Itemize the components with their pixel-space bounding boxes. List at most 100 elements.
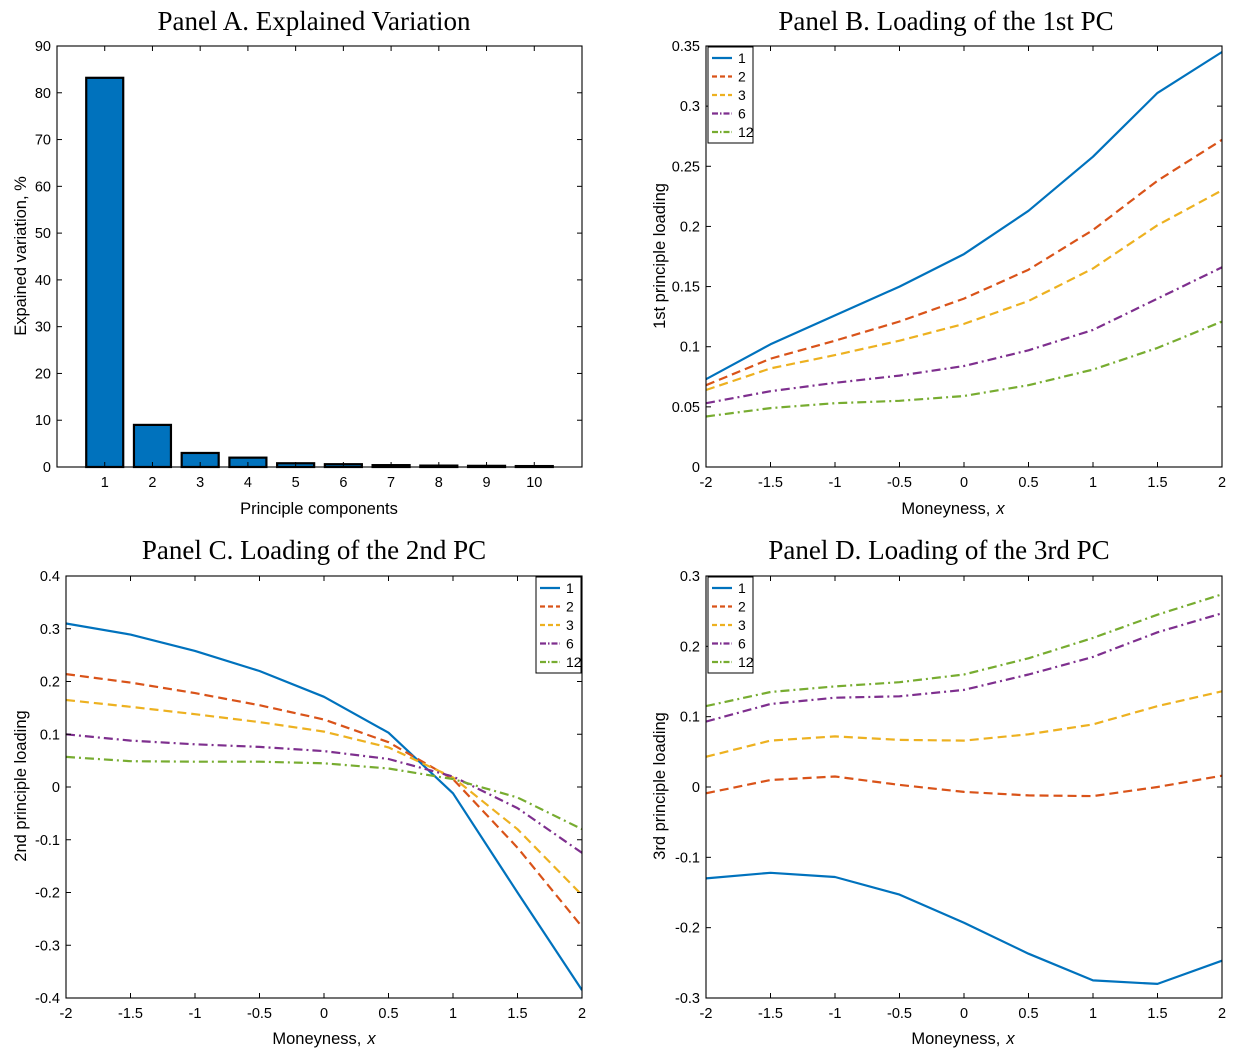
panel-c-xtick-label: -1 [189, 1006, 202, 1022]
panel-a-ytick-label: 90 [35, 39, 51, 55]
panel-c-ylabel: 2nd principle loading [12, 710, 30, 861]
panel-b-xtick-label: 1.5 [1147, 475, 1167, 491]
panel-a-ytick-label: 70 [35, 133, 51, 149]
panel-a-ylabel: Expained variation, % [12, 176, 30, 336]
panel-a-bar-2 [132, 423, 173, 469]
panel-b-ytick-label: 0.15 [672, 280, 700, 296]
panel-d-xtick-label: -1.5 [758, 1006, 783, 1022]
panel-c-ytick-label: 0.1 [40, 727, 60, 743]
panel-d-legend-label-1: 1 [738, 580, 746, 596]
panel-c-ytick-label: -0.4 [35, 991, 60, 1007]
panel-d-legend-label-12: 12 [738, 654, 754, 670]
panel-d-xtick-label: 0 [960, 1006, 968, 1022]
panel-c-line-2 [66, 673, 582, 928]
panel-d-ytick-label: 0.1 [680, 710, 700, 726]
panel-a-xtick-label: 2 [148, 475, 156, 491]
panel-d-xtick-label: -1 [829, 1006, 842, 1022]
panel-d-legend-label-3: 3 [738, 617, 746, 633]
panel-a-ytick-label: 60 [35, 179, 51, 195]
panel-d-ylabel: 3rd principle loading [651, 712, 669, 860]
panel-a-xtick-label: 5 [292, 475, 300, 491]
panel-c-legend-label-12: 12 [566, 654, 582, 670]
panel-d-ytick-label: -0.2 [675, 921, 700, 937]
panel-d-xlabel-var: x [1005, 1030, 1015, 1048]
panel-b-line-12 [706, 320, 1222, 418]
panel-b-xlabel-text: Moneyness, [901, 500, 990, 518]
panel-b-legend-label-6: 6 [738, 106, 746, 122]
panel-c-frame [65, 575, 583, 999]
panel-b-xtick-label: 0 [960, 475, 968, 491]
panel-c-xtick-label: -2 [60, 1006, 73, 1022]
panel-c-xtick-label: 1 [449, 1006, 457, 1022]
panel-c-legend-label-3: 3 [566, 617, 574, 633]
panel-b-xtick-label: -0.5 [887, 475, 912, 491]
panel-c-xtick-label: 0.5 [378, 1006, 398, 1022]
panel-a-frame [56, 45, 583, 468]
panel-d-xtick-label: 1 [1089, 1006, 1097, 1022]
panel-b-ytick-label: 0 [692, 460, 700, 476]
panel-b-ytick-label: 0.1 [680, 340, 700, 356]
panel-a-ytick-label: 20 [35, 366, 51, 382]
panel-a-xtick-label: 9 [483, 475, 491, 491]
panel-a-bar-1 [85, 76, 125, 469]
panel-b-xtick-label: 1 [1089, 475, 1097, 491]
panel-c-line-3 [66, 698, 582, 896]
panel-c-ytick-label: -0.1 [35, 833, 60, 849]
panel-b-ytick-label: 0.3 [680, 99, 700, 115]
panel-d-ytick-label: -0.1 [675, 850, 700, 866]
panel-a-ytick-label: 30 [35, 320, 51, 336]
panel-d: Panel D. Loading of the 3rd PC Moneyness… [651, 535, 1226, 1048]
panel-b-legend-label-3: 3 [738, 87, 746, 103]
panel-b-xtick-label: -1.5 [758, 475, 783, 491]
panel-a-ytick-label: 10 [35, 413, 51, 429]
panel-a-ytick-label: 80 [35, 86, 51, 102]
panel-c-ytick-label: 0.2 [40, 675, 60, 691]
panel-c-legend-label-1: 1 [566, 580, 574, 596]
panel-c-xtick-label: 1.5 [507, 1006, 527, 1022]
panel-b-ylabel: 1st principle loading [651, 183, 669, 329]
panel-b-title: Panel B. Loading of the 1st PC [778, 6, 1113, 36]
panel-a-xtick-label: 10 [526, 475, 542, 491]
panel-b-frame [705, 45, 1223, 468]
panel-c-line-1 [66, 622, 582, 991]
panel-b-line-1 [706, 51, 1222, 381]
panel-c-line-6 [66, 733, 582, 854]
panel-d-xtick-label: 2 [1218, 1006, 1226, 1022]
panel-a-ytick-label: 50 [35, 226, 51, 242]
panel-c-xlabel-var: x [366, 1030, 376, 1048]
panel-a-xtick-label: 3 [196, 475, 204, 491]
panel-b-xlabel: Moneyness, x [901, 500, 1005, 518]
panel-a-title: Panel A. Explained Variation [158, 6, 471, 36]
panel-a-xtick-label: 6 [339, 475, 347, 491]
panel-a-xtick-label: 4 [244, 475, 252, 491]
panel-b: Panel B. Loading of the 1st PC Moneyness… [651, 6, 1226, 518]
panel-b-ytick-label: 0.05 [672, 400, 700, 416]
panel-d-xtick-label: -2 [700, 1006, 713, 1022]
panel-d-xtick-label: -0.5 [887, 1006, 912, 1022]
panel-a-xtick-label: 1 [101, 475, 109, 491]
panel-d-xtick-label: 1.5 [1147, 1006, 1167, 1022]
panel-c-xlabel-text: Moneyness, [272, 1030, 361, 1048]
panel-d-line-2 [706, 774, 1222, 798]
panel-b-legend-label-2: 2 [738, 69, 746, 85]
panel-c-ytick-label: -0.3 [35, 938, 60, 954]
panel-d-line-1 [706, 871, 1222, 986]
panel-c-line-12 [66, 755, 582, 831]
panel-d-ytick-label: -0.3 [675, 991, 700, 1007]
panel-d-ytick-label: 0.2 [680, 639, 700, 655]
panel-d-line-6 [706, 612, 1222, 723]
panel-d-ytick-label: 0 [692, 780, 700, 796]
panel-c-xtick-label: 2 [578, 1006, 586, 1022]
panel-d-line-12 [706, 593, 1222, 708]
panel-a-ytick-label: 40 [35, 273, 51, 289]
panel-d-frame [705, 575, 1223, 999]
panel-d-legend-label-2: 2 [738, 599, 746, 615]
panel-c-title: Panel C. Loading of the 2nd PC [142, 535, 486, 565]
panel-a: Panel A. Explained Variation Principle c… [12, 6, 583, 518]
panel-b-legend-label-1: 1 [738, 50, 746, 66]
panel-d-xtick-label: 0.5 [1018, 1006, 1038, 1022]
panel-b-line-3 [706, 189, 1222, 392]
